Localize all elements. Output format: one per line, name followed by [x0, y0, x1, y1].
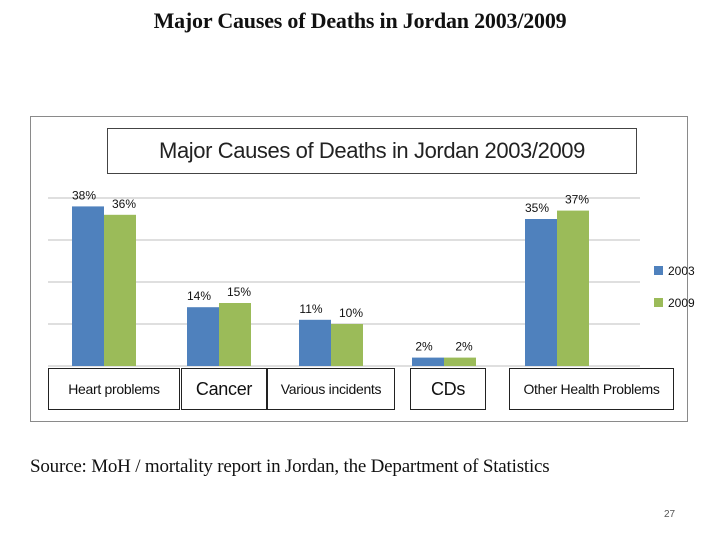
data-label-2009: 15% [227, 285, 251, 299]
legend-swatch-2003 [654, 266, 663, 275]
category-label-cancer: Cancer [181, 368, 267, 410]
source-note: Source: MoH / mortality report in Jordan… [30, 456, 550, 477]
legend-label-2009: 2009 [668, 296, 695, 310]
bar-2009 [557, 210, 589, 366]
legend-label-2003: 2003 [668, 264, 695, 278]
chart-title-box: Major Causes of Deaths in Jordan 2003/20… [107, 128, 637, 174]
category-label-cds: CDs [410, 368, 486, 410]
bar-2003 [187, 307, 219, 366]
data-label-2009: 36% [112, 197, 136, 211]
data-label-2009: 2% [455, 340, 473, 354]
category-label-heart-problems: Heart problems [48, 368, 180, 410]
category-label-other-health-problems: Other Health Problems [509, 368, 674, 410]
bar-2003 [299, 319, 331, 366]
data-label-2003: 11% [299, 302, 322, 316]
bar-2003 [72, 206, 104, 366]
category-label-various-incidents: Various incidents [267, 368, 395, 410]
data-label-2003: 14% [187, 289, 211, 303]
data-label-2003: 2% [415, 340, 433, 354]
data-label-2003: 35% [525, 201, 549, 215]
page-number: 27 [664, 509, 676, 520]
bar-2009 [104, 214, 136, 366]
legend-swatch-2009 [654, 298, 663, 307]
slide-title: Major Causes of Deaths in Jordan 2003/20… [153, 8, 567, 33]
bar-2009 [444, 357, 476, 366]
bar-2009 [219, 303, 251, 366]
data-label-2009: 37% [565, 193, 589, 207]
bar-2003 [412, 357, 444, 366]
data-label-2003: 38% [72, 188, 96, 202]
bar-2003 [525, 219, 557, 366]
chart-title: Major Causes of Deaths in Jordan 2003/20… [159, 138, 585, 163]
data-label-2009: 10% [339, 306, 363, 320]
bar-2009 [331, 324, 363, 366]
